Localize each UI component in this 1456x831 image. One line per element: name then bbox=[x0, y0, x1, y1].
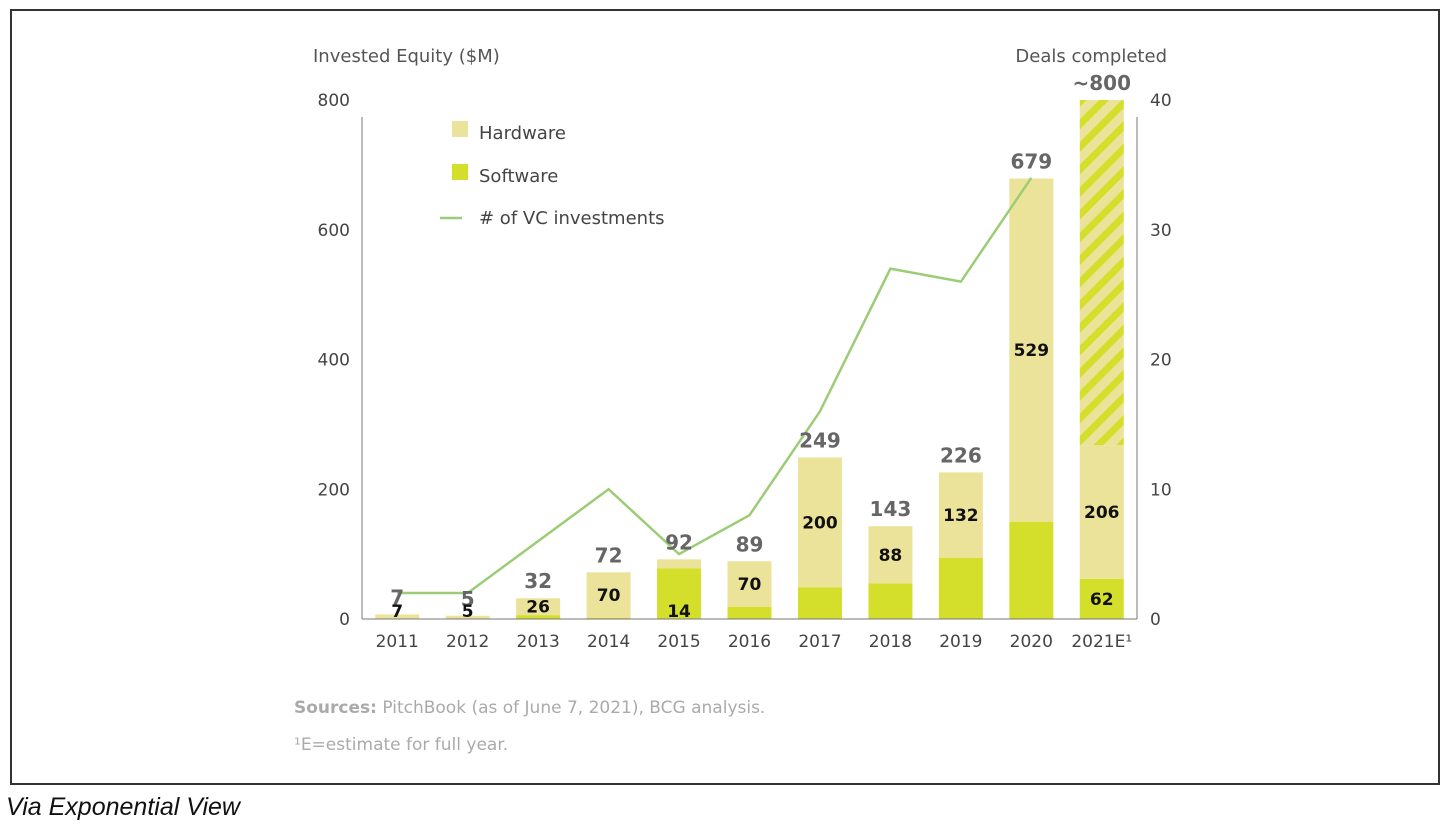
bar-hardware bbox=[445, 615, 490, 619]
total-label: 5 bbox=[461, 587, 475, 611]
x-tick-label: 2021E¹ bbox=[1071, 632, 1132, 652]
hardware-value-label: 26 bbox=[526, 598, 550, 618]
legend-vc-label: # of VC investments bbox=[479, 208, 665, 229]
bar-hardware bbox=[938, 472, 983, 559]
bar-hardware bbox=[1079, 445, 1124, 579]
bars bbox=[375, 100, 1124, 619]
x-tick-label: 2011 bbox=[376, 632, 419, 652]
x-tick-label: 2020 bbox=[1010, 632, 1053, 652]
bar-hardware bbox=[657, 559, 702, 569]
hardware-value-label: 70 bbox=[738, 575, 762, 595]
caption: Via Exponential View bbox=[6, 793, 240, 821]
y-right-tick-label: 20 bbox=[1150, 351, 1172, 371]
total-label: 7 bbox=[390, 585, 404, 609]
total-label: 679 bbox=[1010, 149, 1052, 173]
x-tick-label: 2019 bbox=[939, 632, 982, 652]
bar-software bbox=[1079, 578, 1124, 619]
x-tick-label: 2017 bbox=[798, 632, 841, 652]
bar-software bbox=[938, 558, 983, 619]
hardware-value-label: 14 bbox=[667, 602, 691, 622]
bar-hardware bbox=[516, 598, 561, 616]
bar-software bbox=[516, 615, 561, 619]
bar-software bbox=[868, 583, 913, 619]
total-label: 249 bbox=[799, 428, 841, 452]
bar-hardware bbox=[727, 561, 772, 607]
y-right-tick-label: 10 bbox=[1150, 480, 1172, 500]
legend-software-label: Software bbox=[479, 166, 558, 187]
y-right-tick-label: 0 bbox=[1150, 610, 1161, 630]
total-label: 92 bbox=[665, 530, 693, 554]
x-ticks: 2011 2012 2013 2014 2015 2016 2017 2018 2019 2020… bbox=[376, 632, 1133, 652]
chart-frame bbox=[10, 9, 1440, 785]
y-left-tick-label: 600 bbox=[318, 221, 350, 241]
software-value-label: 62 bbox=[1090, 590, 1114, 610]
hardware-value-label: 7 bbox=[391, 602, 403, 622]
y-left-tick-label: 800 bbox=[318, 91, 350, 111]
hardware-value-label: 5 bbox=[462, 602, 474, 622]
total-label: 32 bbox=[524, 569, 552, 593]
x-tick-label: 2012 bbox=[446, 632, 489, 652]
bar-software bbox=[657, 568, 702, 619]
total-label: ~800 bbox=[1073, 71, 1132, 95]
hardware-value-label: 70 bbox=[597, 586, 621, 606]
bar-hardware bbox=[375, 614, 420, 619]
data-labels: 77 55 32 26 72 70 92 14 89 70 249 200 143 88 226 132 679… bbox=[390, 71, 1131, 622]
hardware-value-label: 529 bbox=[1014, 341, 1050, 361]
bar-software bbox=[797, 587, 842, 619]
legend-hardware-label: Hardware bbox=[479, 123, 566, 144]
sources-label: Sources: bbox=[294, 698, 377, 718]
x-tick-label: 2018 bbox=[869, 632, 912, 652]
bar-hardware bbox=[797, 457, 842, 588]
y-left-tick-label: 400 bbox=[318, 351, 350, 371]
y-left-axis-label: Invested Equity ($M) bbox=[313, 46, 500, 67]
bar-software bbox=[727, 606, 772, 619]
y-left-ticks: 0 200 400 600 800 bbox=[318, 91, 350, 630]
bar-software bbox=[1009, 521, 1054, 619]
y-right-tick-label: 40 bbox=[1150, 91, 1172, 111]
hardware-value-label: 200 bbox=[802, 513, 838, 533]
footnote: ¹E=estimate for full year. bbox=[294, 735, 508, 755]
hardware-value-label: 132 bbox=[943, 506, 979, 526]
total-label: 226 bbox=[940, 443, 982, 467]
x-tick-label: 2016 bbox=[728, 632, 771, 652]
sources-note: Sources: PitchBook (as of June 7, 2021),… bbox=[294, 698, 765, 718]
legend-software-swatch bbox=[452, 164, 468, 180]
x-tick-label: 2013 bbox=[517, 632, 560, 652]
vc-investments-line bbox=[397, 177, 1033, 595]
total-label: 89 bbox=[736, 532, 764, 556]
bar-hardware bbox=[1009, 178, 1054, 522]
total-label: 72 bbox=[595, 543, 623, 567]
legend: Hardware Software # of VC investments bbox=[440, 121, 665, 229]
x-tick-label: 2015 bbox=[657, 632, 700, 652]
y-right-ticks: 0 10 20 30 40 bbox=[1150, 91, 1172, 630]
hardware-value-label: 88 bbox=[879, 546, 903, 566]
hardware-value-label: 206 bbox=[1084, 503, 1120, 523]
bar-hardware bbox=[868, 526, 913, 584]
y-right-axis-label: Deals completed bbox=[1015, 46, 1167, 67]
y-left-tick-label: 0 bbox=[339, 610, 350, 630]
bar-estimate bbox=[1079, 100, 1124, 446]
legend-hardware-swatch bbox=[452, 121, 468, 137]
total-label: 143 bbox=[870, 497, 912, 521]
bar-hardware bbox=[586, 572, 631, 618]
bar-software bbox=[586, 617, 631, 619]
x-tick-label: 2014 bbox=[587, 632, 630, 652]
y-right-tick-label: 30 bbox=[1150, 221, 1172, 241]
y-left-tick-label: 200 bbox=[318, 480, 350, 500]
sources-text: PitchBook (as of June 7, 2021), BCG anal… bbox=[377, 698, 765, 718]
